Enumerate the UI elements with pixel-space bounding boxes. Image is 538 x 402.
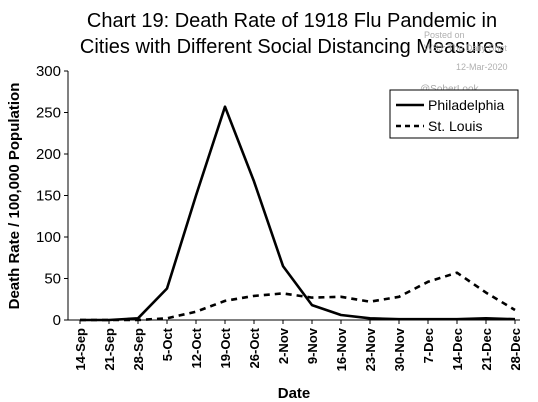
x-tick-label: 14-Sep xyxy=(73,328,88,371)
y-tick-label: 0 xyxy=(53,312,61,329)
series-line-st-louis xyxy=(80,271,516,322)
series-line-philadelphia xyxy=(80,105,516,322)
x-tick-label: 12-Oct xyxy=(189,327,204,368)
legend-label-philadelphia: Philadelphia xyxy=(428,97,504,113)
watermark-source: WSJ: The Daily Shot xyxy=(424,43,507,53)
y-tick-label: 50 xyxy=(44,271,61,288)
x-tick-label: 30-Nov xyxy=(392,327,407,371)
x-tick-label: 14-Dec xyxy=(450,328,465,371)
y-axis-title: Death Rate / 100,000 Population xyxy=(6,83,23,310)
x-tick-label: 9-Nov xyxy=(305,327,320,364)
y-tick-label: 250 xyxy=(36,105,61,122)
x-tick-label: 7-Dec xyxy=(421,328,436,363)
x-tick-label: 5-Oct xyxy=(160,327,175,361)
x-tick-label: 16-Nov xyxy=(334,327,349,371)
x-tick-label: 19-Oct xyxy=(218,327,233,368)
x-axis-title: Date xyxy=(278,385,311,402)
x-tick-label: 26-Oct xyxy=(247,327,262,368)
x-tick-label: 2-Nov xyxy=(276,327,291,364)
chart-title-line-1: Chart 19: Death Rate of 1918 Flu Pandemi… xyxy=(87,10,497,32)
plot-area: 0 50 100 150 200 250 300 14-Sep 21-Sep 28-Sep 5-Oc… xyxy=(36,63,523,371)
legend: Philadelphia St. Louis xyxy=(389,89,519,139)
legend-label-st-louis: St. Louis xyxy=(428,118,482,134)
y-tick-label: 100 xyxy=(36,229,61,246)
y-tick-label: 150 xyxy=(36,188,61,205)
legend-box xyxy=(389,89,519,139)
x-tick-label: 28-Dec xyxy=(508,328,523,371)
x-tick-label: 21-Sep xyxy=(102,328,117,371)
x-tick-label: 28-Sep xyxy=(131,328,146,371)
x-tick-label: 21-Dec xyxy=(479,328,494,371)
y-tick-label: 300 xyxy=(36,63,61,80)
watermark-posted: Posted on xyxy=(424,30,465,40)
y-tick-label: 200 xyxy=(36,146,61,163)
x-tick-label: 23-Nov xyxy=(363,327,378,371)
chart-title-line-2: Cities with Different Social Distancing … xyxy=(80,36,504,58)
watermark-date: 12-Mar-2020 xyxy=(456,62,508,72)
